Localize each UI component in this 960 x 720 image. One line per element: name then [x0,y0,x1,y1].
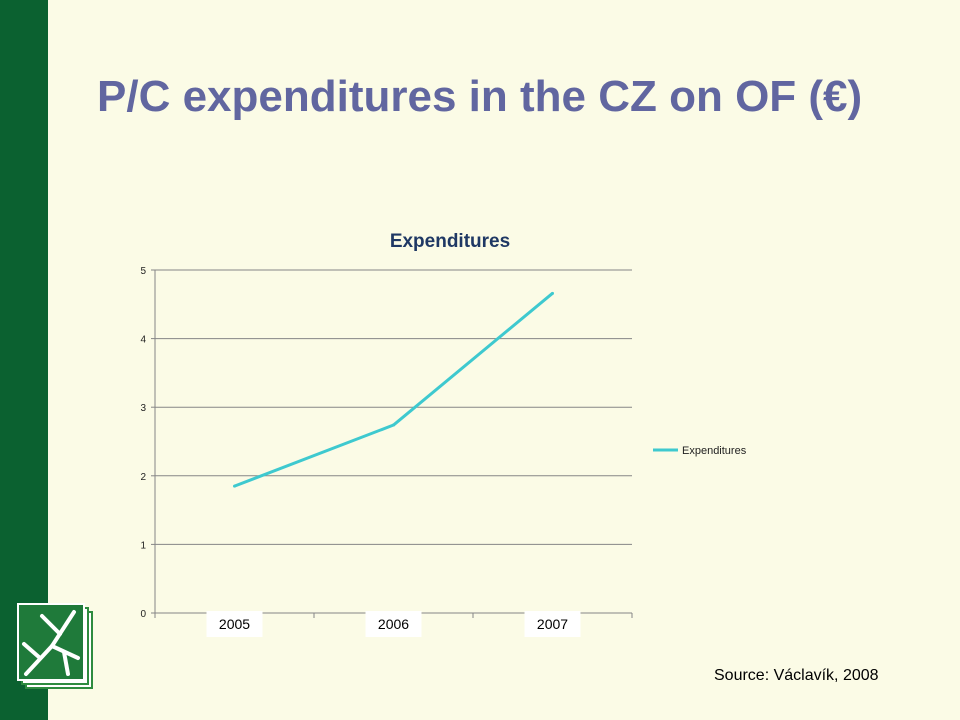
chart-legend: Expenditures [653,445,747,457]
x-tick-label-box-2 [524,611,581,637]
expenditures-chart: Expenditures 0 1 2 3 4 5 2005 2006 2007 Expendi… [140,231,747,637]
data-point-0-1 [392,423,395,427]
chart-title: Expenditures [390,231,510,252]
x-tick-label-box-1 [365,611,422,637]
chart-grid [154,269,632,614]
y-axis-ticks: 0 1 2 3 4 5 [140,266,155,620]
data-point-0-2 [551,291,554,295]
x-tick-label-0: 2005 [219,616,250,632]
y-tick-label-1: 1 [140,540,146,551]
x-tick-label-2: 2007 [537,616,568,632]
slide-title: P/C expenditures in the CZ on OF (€) [97,72,863,121]
chart-series [233,291,554,488]
x-tick-label-1: 2006 [378,616,409,632]
x-tick-label-box-0 [206,611,263,637]
series-line-0 [233,292,554,488]
y-tick-label-5: 5 [140,266,146,277]
legend-label-0: Expenditures [682,445,747,457]
data-point-0-0 [233,484,236,488]
book-tree-logo-icon [17,603,93,689]
x-axis-ticks: 2005 2006 2007 [154,611,633,637]
y-tick-label-2: 2 [140,472,146,483]
side-bar [0,0,48,720]
y-tick-label-0: 0 [140,609,146,620]
y-tick-label-4: 4 [140,335,146,346]
source-note: Source: Václavík, 2008 [714,667,879,684]
y-tick-label-3: 3 [140,403,146,414]
